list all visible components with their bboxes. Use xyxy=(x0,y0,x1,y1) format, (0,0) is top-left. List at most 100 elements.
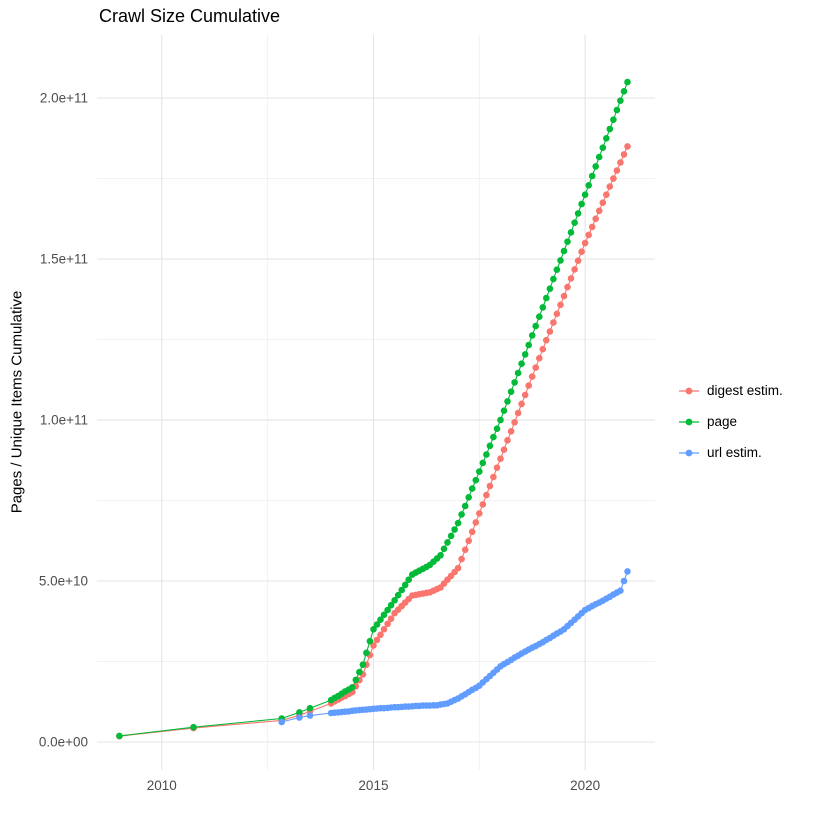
data-point-digest xyxy=(578,248,585,255)
data-point-page xyxy=(359,661,367,668)
data-point-digest xyxy=(550,319,557,326)
data-point-digest xyxy=(624,143,631,150)
data-point-page xyxy=(543,294,550,302)
data-point-page xyxy=(603,135,610,142)
data-point-page xyxy=(391,597,398,604)
data-point-digest xyxy=(465,537,473,545)
data-point-page xyxy=(356,668,363,676)
data-point-digest xyxy=(532,364,539,371)
data-point-page xyxy=(571,219,578,226)
data-point-page xyxy=(497,416,504,424)
data-point-digest xyxy=(483,491,490,499)
data-point-page xyxy=(624,78,631,86)
data-point-digest xyxy=(574,257,582,265)
data-point-digest xyxy=(497,455,504,463)
data-point-digest xyxy=(585,231,592,239)
data-point-page xyxy=(514,369,522,377)
data-point-page xyxy=(521,351,529,358)
data-point-digest xyxy=(384,620,391,628)
data-point-digest xyxy=(595,207,603,215)
data-point-digest xyxy=(620,151,628,158)
point-line-key-icon xyxy=(679,418,699,425)
data-point-url xyxy=(306,712,314,719)
data-point-page xyxy=(610,116,617,123)
data-point-page xyxy=(536,313,543,321)
data-point-url xyxy=(296,714,303,721)
legend-entry-digest-estim: digest estim. xyxy=(678,380,783,401)
y-tick-label: 0.0e+00 xyxy=(39,734,88,749)
data-point-digest xyxy=(490,473,497,481)
data-point-page xyxy=(373,621,381,628)
data-point-digest xyxy=(468,528,476,536)
data-point-digest xyxy=(592,215,599,223)
legend-entry-label: url estim. xyxy=(707,445,762,460)
data-point-digest xyxy=(528,373,536,380)
data-point-page xyxy=(394,591,402,599)
data-point-page xyxy=(190,723,197,731)
data-point-page xyxy=(557,257,564,264)
data-point-digest xyxy=(387,615,395,622)
data-point-page xyxy=(387,601,395,609)
data-point-page xyxy=(479,459,487,467)
chart-title: Crawl Size Cumulative xyxy=(99,6,281,26)
x-tick-label: 2010 xyxy=(147,778,177,793)
point-line-key-icon xyxy=(679,449,699,456)
data-point-digest xyxy=(557,301,564,309)
data-point-digest xyxy=(613,167,621,174)
data-point-page xyxy=(465,494,473,501)
y-axis-label: Pages / Unique Items Cumulative xyxy=(8,290,26,514)
data-point-page xyxy=(500,407,508,415)
data-point-digest xyxy=(603,191,610,198)
data-point-page xyxy=(613,106,621,114)
data-point-digest xyxy=(571,266,578,273)
data-point-page xyxy=(486,442,494,450)
data-point-page xyxy=(116,732,123,740)
data-point-digest xyxy=(461,546,469,554)
data-point-digest xyxy=(500,446,508,454)
data-point-page xyxy=(606,125,614,133)
legend-entry-label: digest estim. xyxy=(707,383,783,398)
data-point-page xyxy=(564,238,571,245)
legend: digest estim. page url estim. xyxy=(678,380,783,463)
data-point-page xyxy=(490,433,497,441)
data-point-page xyxy=(398,586,406,594)
legend-entry-page: page xyxy=(678,411,783,432)
data-point-page xyxy=(617,97,624,104)
data-point-page xyxy=(352,676,360,684)
data-point-page xyxy=(483,451,490,458)
legend-entry-url-estim: url estim. xyxy=(678,442,783,463)
data-point-page xyxy=(454,519,462,527)
data-point-page xyxy=(567,229,575,236)
data-point-page xyxy=(518,360,525,368)
data-point-digest xyxy=(610,175,617,182)
y-tick-label: 2.0e+11 xyxy=(40,91,88,106)
data-point-page xyxy=(468,485,476,492)
data-point-digest xyxy=(507,428,515,435)
data-point-digest xyxy=(458,555,465,563)
data-point-page xyxy=(296,709,303,716)
data-point-digest xyxy=(514,409,522,417)
data-point-digest xyxy=(539,345,547,353)
data-point-page xyxy=(461,502,469,510)
data-point-page xyxy=(370,626,377,633)
data-point-digest xyxy=(564,283,571,291)
data-point-page xyxy=(306,704,314,712)
x-tick-label: 2015 xyxy=(358,778,388,793)
data-point-page xyxy=(585,182,592,189)
data-point-page xyxy=(560,247,568,255)
data-point-digest xyxy=(617,159,624,166)
data-point-digest xyxy=(486,482,494,490)
data-point-url xyxy=(624,568,631,575)
data-point-page xyxy=(472,476,480,484)
data-point-digest xyxy=(472,519,480,526)
data-point-page xyxy=(440,545,448,553)
data-point-page xyxy=(451,526,458,533)
data-point-digest xyxy=(518,400,525,408)
data-point-page xyxy=(405,576,413,583)
data-point-digest xyxy=(373,636,381,644)
data-point-page xyxy=(525,341,532,349)
data-point-url xyxy=(620,577,628,585)
data-point-page xyxy=(511,379,518,386)
data-point-page xyxy=(532,322,539,330)
